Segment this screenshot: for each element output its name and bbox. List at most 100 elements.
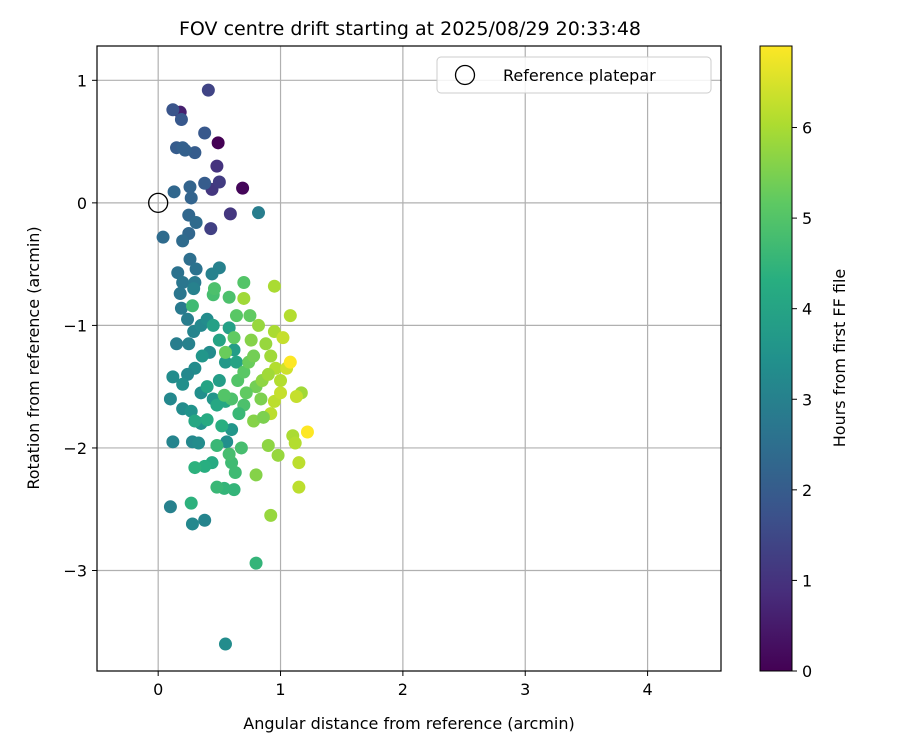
data-point <box>189 215 203 229</box>
legend: Reference platepar <box>436 56 712 94</box>
data-point <box>227 331 241 345</box>
data-point <box>249 556 263 570</box>
data-point <box>176 276 190 290</box>
data-point <box>237 365 251 379</box>
data-point <box>292 480 306 494</box>
data-point <box>166 103 180 117</box>
x-tick-label: 4 <box>642 680 652 699</box>
data-point <box>212 374 226 388</box>
data-point <box>229 309 243 323</box>
data-point <box>195 349 209 363</box>
y-tick-label: 0 <box>77 194 87 213</box>
data-point <box>182 337 196 351</box>
data-point <box>156 230 170 244</box>
data-point <box>183 180 197 194</box>
data-point <box>247 414 261 428</box>
data-point <box>210 159 224 173</box>
data-point <box>288 436 302 450</box>
data-point <box>198 513 212 527</box>
data-point <box>178 143 192 157</box>
colorbar-gradient <box>759 45 793 672</box>
plot-frame <box>96 45 722 672</box>
data-point <box>173 287 187 301</box>
y-axis-ticks: 1 0 −1 −2 −3 <box>63 71 97 581</box>
data-point <box>210 439 224 453</box>
data-point <box>218 637 232 651</box>
data-point <box>189 262 203 276</box>
x-axis-ticks: 0 1 2 3 4 <box>153 671 653 699</box>
data-point <box>220 435 234 449</box>
legend-box <box>436 56 712 94</box>
colorbar-tick-label: 3 <box>802 390 812 409</box>
data-point <box>218 345 232 359</box>
legend-label: Reference platepar <box>503 66 656 85</box>
data-point <box>184 496 198 510</box>
data-point <box>215 419 229 433</box>
chart-title: FOV centre drift starting at 2025/08/29 … <box>179 18 641 40</box>
data-point <box>292 456 306 470</box>
data-point <box>249 468 263 482</box>
data-point <box>181 367 195 381</box>
data-point <box>166 435 180 449</box>
y-tick-label: −1 <box>63 316 87 335</box>
data-point <box>166 370 180 384</box>
data-point <box>252 206 266 220</box>
data-point <box>211 136 225 150</box>
x-tick-label: 2 <box>398 680 408 699</box>
data-point <box>188 146 202 160</box>
data-point <box>300 425 314 439</box>
x-tick-label: 3 <box>520 680 530 699</box>
data-point <box>206 318 220 332</box>
data-point <box>267 279 281 293</box>
data-point <box>181 312 195 326</box>
data-point <box>239 386 253 400</box>
colorbar-tick-label: 1 <box>802 571 812 590</box>
data-point <box>174 113 188 127</box>
colorbar-tick-label: 4 <box>802 300 812 319</box>
data-point <box>256 410 270 424</box>
x-tick-label: 0 <box>153 680 163 699</box>
y-axis-label: Rotation from reference (arcmin) <box>24 226 43 489</box>
colorbar-tick-label: 0 <box>802 662 812 681</box>
data-point <box>276 331 290 345</box>
data-point <box>261 367 275 381</box>
data-point <box>218 355 232 369</box>
data-point <box>198 176 212 190</box>
data-point <box>289 389 303 403</box>
data-point <box>170 337 184 351</box>
data-point <box>188 461 202 475</box>
y-tick-label: 1 <box>77 71 87 90</box>
grid-lines <box>97 46 721 671</box>
data-point <box>204 222 218 236</box>
data-point <box>176 234 190 248</box>
data-point <box>247 349 261 363</box>
data-point <box>243 309 257 323</box>
data-point <box>210 480 224 494</box>
data-point <box>222 290 236 304</box>
data-point <box>212 175 226 189</box>
data-point <box>274 386 288 400</box>
data-point <box>222 321 236 335</box>
data-point <box>184 404 198 418</box>
data-point <box>244 333 258 347</box>
legend-marker <box>454 64 476 86</box>
data-point <box>174 301 188 315</box>
data-point <box>232 407 246 421</box>
data-point <box>163 392 177 406</box>
data-point <box>176 377 190 391</box>
data-point <box>227 483 241 497</box>
data-point <box>271 448 285 462</box>
data-point <box>184 191 198 205</box>
data-point <box>283 355 297 369</box>
data-point <box>185 517 199 531</box>
colorbar-label: Hours from first FF file <box>830 269 849 448</box>
data-point <box>205 267 219 281</box>
data-point <box>228 465 242 479</box>
data-point <box>283 309 297 323</box>
colorbar-tick-label: 6 <box>802 119 812 138</box>
y-tick-label: −2 <box>63 439 87 458</box>
data-point <box>217 388 231 402</box>
data-point <box>212 333 226 347</box>
data-point <box>185 299 199 313</box>
x-tick-label: 1 <box>275 680 285 699</box>
